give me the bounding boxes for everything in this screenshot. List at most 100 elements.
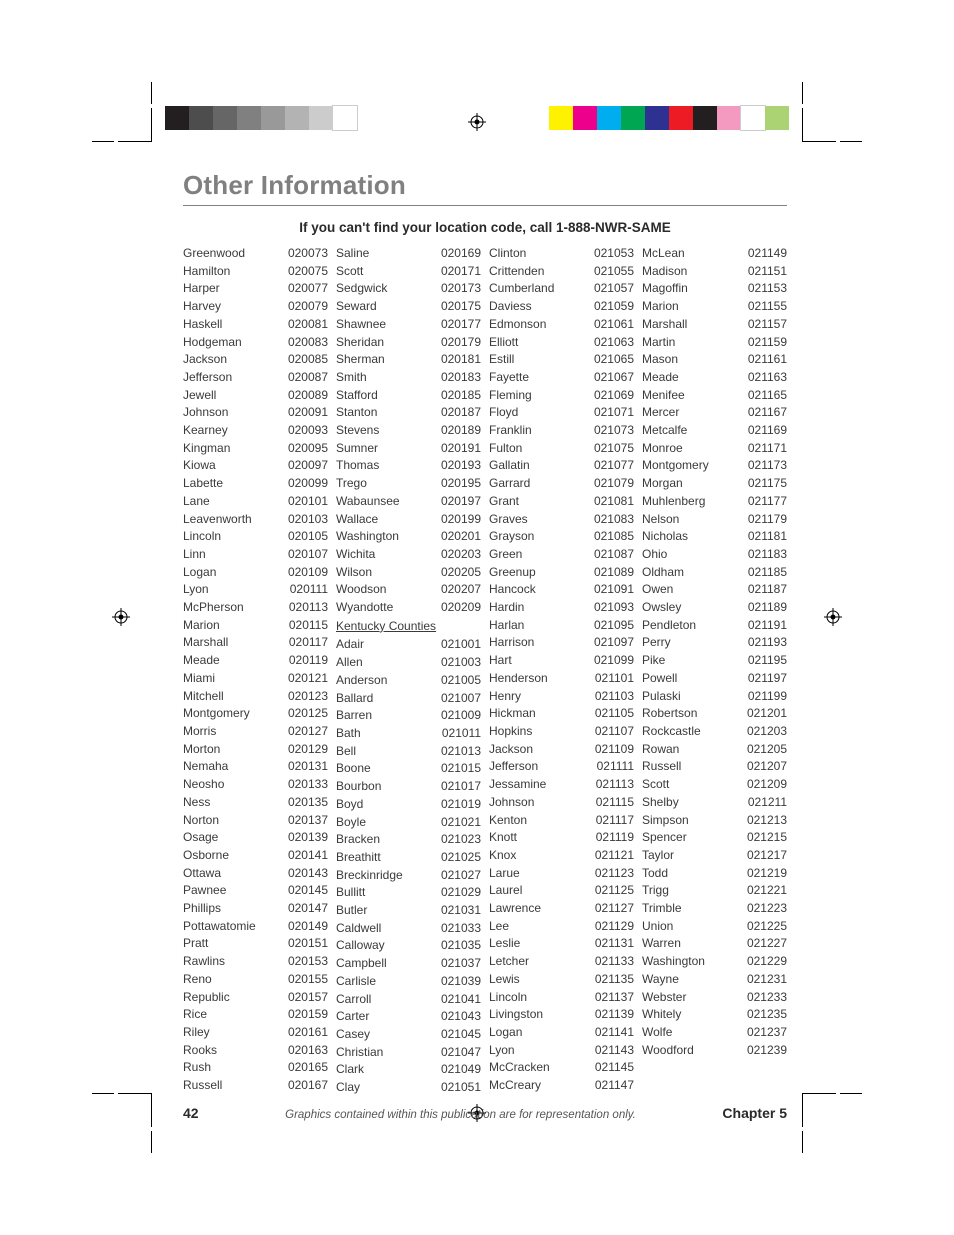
county-name: Lincoln (489, 989, 527, 1007)
table-row: Hart021099 (489, 652, 634, 670)
county-code: 021033 (435, 920, 481, 938)
county-code: 020203 (435, 546, 481, 564)
county-name: Fleming (489, 387, 532, 405)
county-code: 020187 (435, 404, 481, 422)
county-name: Thomas (336, 457, 379, 475)
county-code: 021103 (589, 688, 634, 706)
county-code: 021123 (589, 865, 634, 883)
table-row: Stevens020189 (336, 422, 481, 440)
county-name: Jackson (183, 351, 227, 369)
table-row: Morton020129 (183, 741, 328, 759)
table-row: Robertson021201 (642, 705, 787, 723)
table-row: Fayette021067 (489, 369, 634, 387)
county-name: Montgomery (642, 457, 709, 475)
county-code: 021037 (435, 955, 481, 973)
county-name: Bell (336, 743, 356, 761)
table-row: Hopkins021107 (489, 723, 634, 741)
color-bar-left (165, 106, 357, 130)
county-code: 020095 (282, 440, 328, 458)
table-row: Bell021013 (336, 743, 481, 761)
county-code: 021141 (589, 1024, 634, 1042)
table-row: McPherson020113 (183, 599, 328, 617)
county-code: 021171 (742, 440, 787, 458)
table-row: Jewell020089 (183, 387, 328, 405)
county-code: 020193 (435, 457, 481, 475)
table-row: Simpson 021213 (642, 812, 787, 830)
county-code: 021147 (589, 1077, 634, 1095)
county-name: Henderson (489, 670, 548, 688)
table-row: Henderson021101 (489, 670, 634, 688)
county-name: Linn (183, 546, 206, 564)
county-code: 021219 (741, 865, 787, 883)
county-code: 021119 (590, 829, 634, 847)
color-swatch (285, 106, 309, 130)
county-code: 021217 (741, 847, 787, 865)
county-name: Greenup (489, 564, 536, 582)
county-code: 021151 (742, 263, 787, 281)
table-row: Rowan021205 (642, 741, 787, 759)
table-row: Thomas 020193 (336, 457, 481, 475)
table-row: Scott020171 (336, 263, 481, 281)
county-name: Kiowa (183, 457, 216, 475)
county-name: Carter (336, 1008, 369, 1026)
county-name: Wayne (642, 971, 679, 989)
county-code: 021213 (741, 812, 787, 830)
table-row: Metcalfe021169 (642, 422, 787, 440)
table-row: Monroe021171 (642, 440, 787, 458)
county-code: 021229 (741, 953, 787, 971)
table-row: Jefferson020087 (183, 369, 328, 387)
county-code: 021075 (588, 440, 634, 458)
county-name: Marshall (183, 634, 228, 652)
color-swatch (189, 106, 213, 130)
county-name: Robertson (642, 705, 697, 723)
table-row: Kiowa020097 (183, 457, 328, 475)
county-code: 021237 (741, 1024, 787, 1042)
county-name: Caldwell (336, 920, 381, 938)
crop-mark-tr (802, 108, 836, 142)
county-code: 021185 (742, 564, 787, 582)
county-name: Hart (489, 652, 512, 670)
county-code: 020105 (282, 528, 328, 546)
county-name: Perry (642, 634, 671, 652)
color-swatch (765, 106, 789, 130)
county-name: Trego (336, 475, 367, 493)
county-name: Simpson (642, 812, 689, 830)
county-name: Spencer (642, 829, 687, 847)
county-name: Nelson (642, 511, 679, 529)
county-name: Henry (489, 688, 521, 706)
table-row: Muhlenberg021177 (642, 493, 787, 511)
color-swatch (573, 106, 597, 130)
color-swatch (669, 106, 693, 130)
county-name: Grayson (489, 528, 534, 546)
county-name: Johnson (183, 404, 228, 422)
table-row: Powell021197 (642, 670, 787, 688)
county-name: Washington (642, 953, 705, 971)
county-code: 021011 (436, 725, 481, 743)
county-name: Wallace (336, 511, 378, 529)
county-name: Hickman (489, 705, 536, 723)
county-code: 021085 (588, 528, 634, 546)
table-row: Russell020167 (183, 1077, 328, 1095)
county-name: Magoffin (642, 280, 688, 298)
color-swatch (213, 106, 237, 130)
table-row: Rockcastle021203 (642, 723, 787, 741)
table-row: Pendleton021191 (642, 617, 787, 635)
county-name: Norton (183, 812, 219, 830)
county-code: 020127 (282, 723, 328, 741)
table-row: Neosho020133 (183, 776, 328, 794)
table-row: Phillips020147 (183, 900, 328, 918)
county-name: Christian (336, 1044, 383, 1062)
county-code: 021017 (435, 778, 481, 796)
county-name: Oldham (642, 564, 684, 582)
county-code: 021079 (588, 475, 634, 493)
county-code: 020205 (435, 564, 481, 582)
county-code: 021009 (435, 707, 481, 725)
table-row: Mitchell020123 (183, 688, 328, 706)
county-name: Bullitt (336, 884, 365, 902)
table-row: Jefferson021111 (489, 758, 634, 776)
county-code: 021199 (742, 688, 787, 706)
county-code: 021195 (742, 652, 787, 670)
footer-disclaimer: Graphics contained within this publicati… (199, 1109, 723, 1121)
county-code: 020137 (282, 812, 328, 830)
county-code: 020209 (435, 599, 481, 617)
